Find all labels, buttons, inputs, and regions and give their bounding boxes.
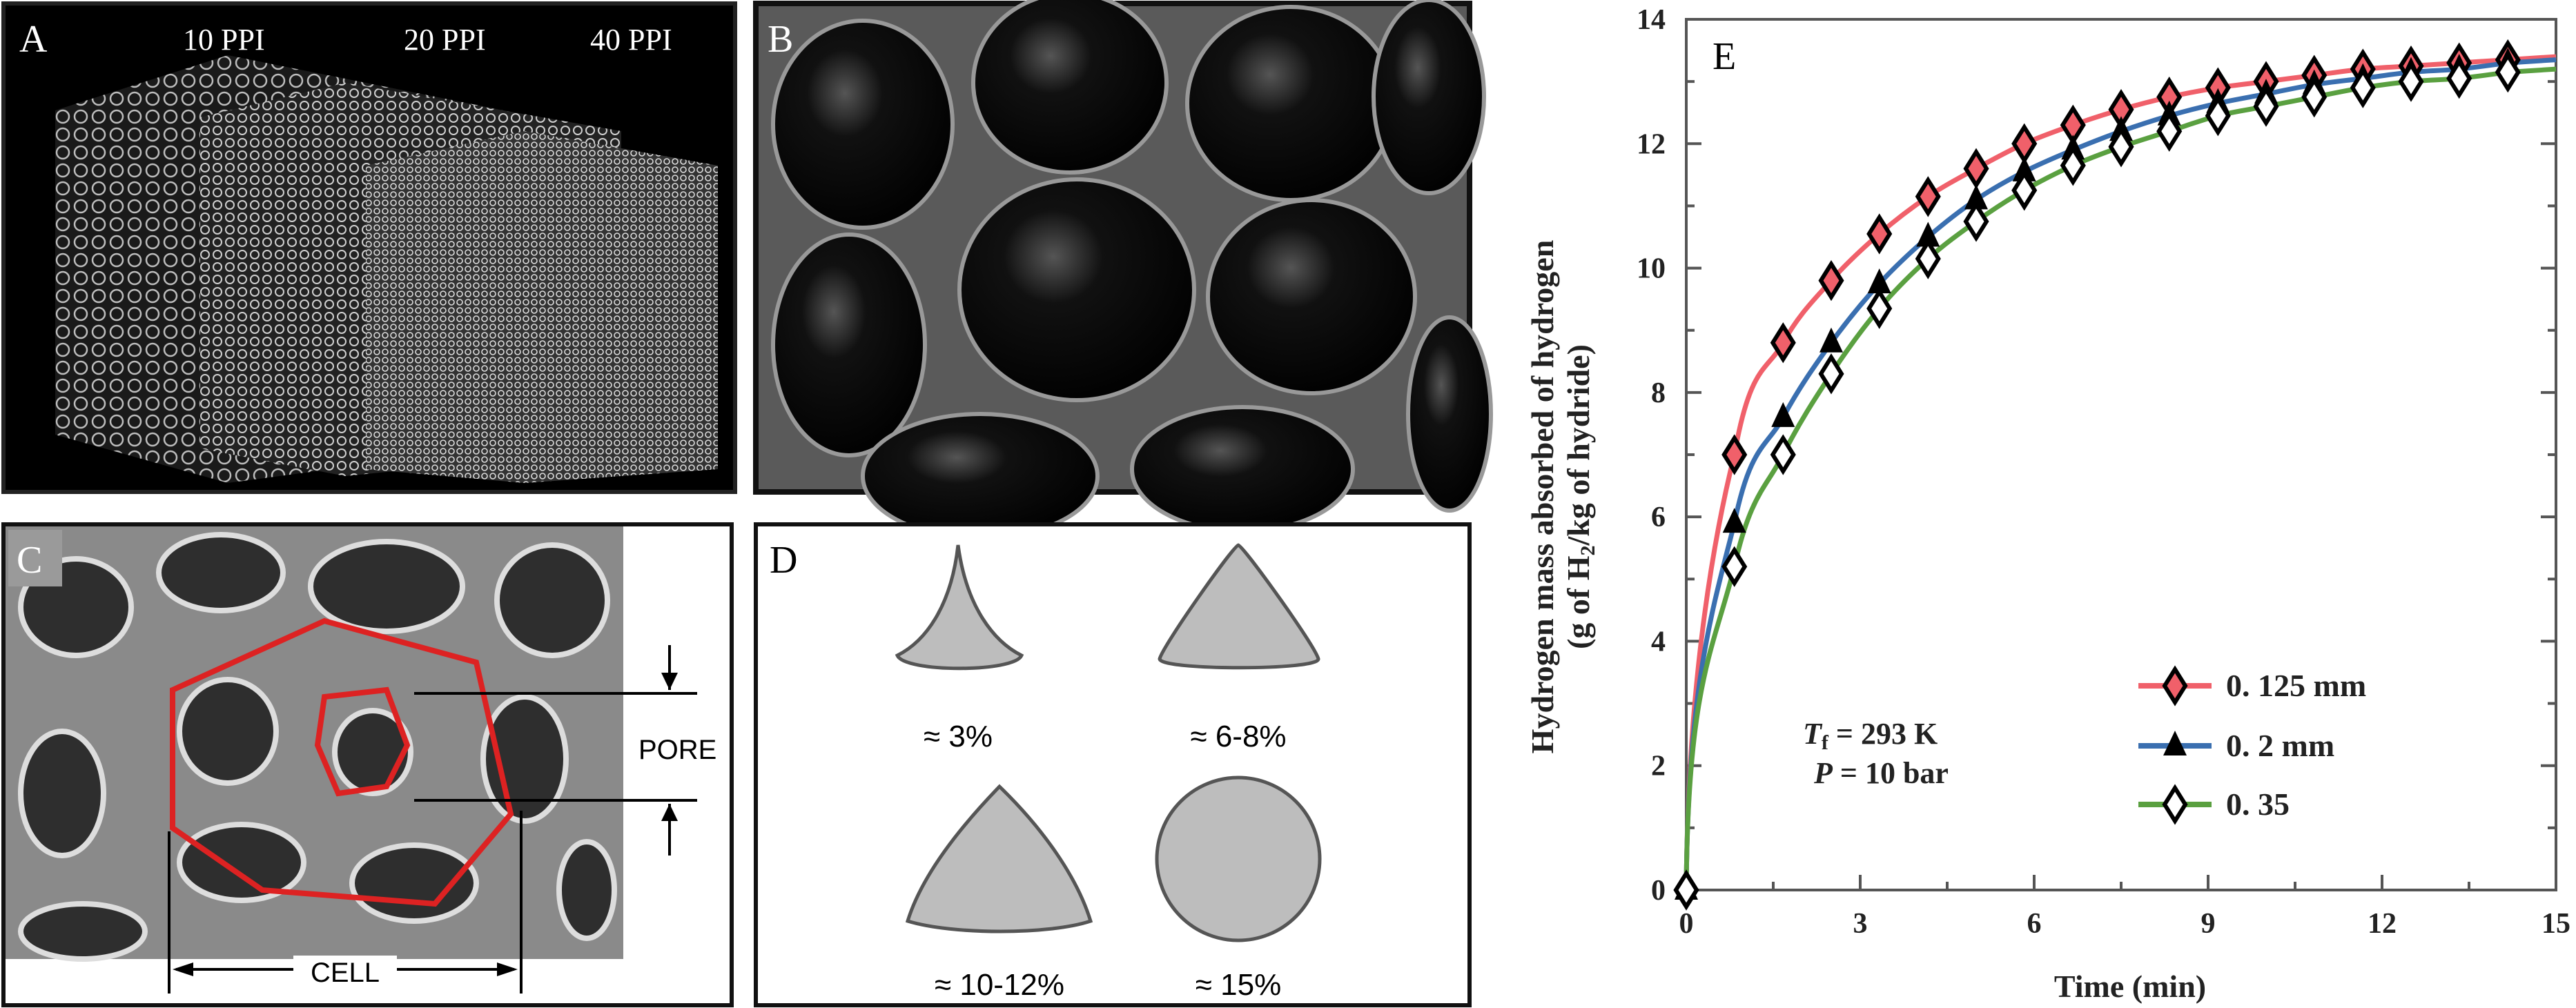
panel-label-b: B	[768, 18, 793, 61]
diamond-marker	[2108, 126, 2134, 168]
y-axis-title: Hydrogen mass absorbed of hydrogen	[1525, 240, 1560, 754]
diamond-marker	[2301, 77, 2328, 118]
y-tick-label: 12	[1637, 128, 1666, 160]
x-tick-label: 0	[1679, 908, 1694, 940]
diamond-marker	[2156, 110, 2183, 152]
shape-circle	[1155, 775, 1322, 942]
diamond-marker	[2060, 145, 2086, 186]
legend: 0. 125 mm 0. 2 mm 0. 35	[2138, 665, 2366, 825]
annotation-pressure: P = 10 bar	[1813, 756, 1949, 790]
panel-a: A 10 PPI 20 PPI 40 PPI	[1, 1, 737, 494]
diamond-marker	[1818, 259, 1844, 302]
y-tick-label: 2	[1651, 751, 1666, 782]
diamond-marker	[1915, 238, 1941, 279]
y-tick-label: 8	[1651, 377, 1666, 409]
diamond-marker	[2162, 784, 2188, 825]
diamond-marker	[2495, 51, 2521, 93]
x-tick-label: 15	[2541, 908, 2570, 940]
panel-label-e: E	[1713, 35, 1736, 78]
panel-c: C PORE CELL	[1, 522, 734, 1007]
percent-label: ≈ 10-12%	[935, 968, 1064, 1002]
x-axis-title: Time (min)	[2054, 969, 2206, 1004]
panel-label-d: D	[770, 539, 797, 582]
diamond-marker	[2011, 170, 2038, 211]
panel-e-chart: 0 3 6 9 12 15 0 2 4 6 8 10 12 14 E Time (min) Hydroge…	[1525, 4, 2570, 1004]
triangle-marker	[1867, 268, 1891, 294]
diamond-marker	[2205, 95, 2231, 137]
triangle-marker	[1964, 184, 1988, 210]
triangle-marker	[2163, 731, 2187, 755]
y-tick-label: 10	[1637, 253, 1666, 285]
percent-label: ≈ 3%	[924, 720, 993, 753]
cell-label: CELL	[311, 958, 380, 988]
diamond-marker	[2350, 67, 2376, 108]
panel-label-a: A	[19, 18, 48, 61]
percent-label: ≈ 15%	[1196, 968, 1281, 1002]
triangle-marker	[1722, 508, 1746, 533]
triangle-marker	[1916, 221, 1940, 247]
panel-d: D ≈ 3% ≈ 6-8% ≈ 10-12% ≈ 15%	[754, 522, 1472, 1007]
y-tick-label: 6	[1651, 502, 1666, 533]
diamond-marker	[1721, 546, 1748, 587]
diamond-marker	[2446, 57, 2472, 99]
panel-b: B	[753, 0, 1493, 540]
diamond-marker	[1915, 176, 1941, 217]
diamond-marker	[1818, 353, 1844, 395]
ppi-label-10: 10 PPI	[183, 23, 265, 57]
x-tick-label: 12	[2368, 908, 2397, 940]
ppi-label-20: 20 PPI	[404, 23, 486, 57]
shape-triangle	[1158, 543, 1320, 670]
y-tick-label: 0	[1651, 875, 1666, 907]
annotation-temperature: Tf = 293 K	[1803, 717, 1938, 754]
diamond-marker	[1866, 288, 1893, 329]
y-axis-title-units: (g of H2/kg of hydride)	[1561, 344, 1599, 649]
triangle-marker	[1819, 327, 1843, 353]
diamond-marker	[2253, 86, 2279, 127]
percent-label: ≈ 6-8%	[1190, 720, 1286, 753]
diamond-marker	[2398, 61, 2424, 102]
pore-label: PORE	[638, 735, 716, 765]
x-tick-label: 3	[1853, 908, 1868, 940]
y-tick-label: 4	[1651, 626, 1666, 658]
diamond-marker	[1673, 869, 1699, 911]
triangle-marker	[1771, 402, 1795, 427]
cell-outline	[170, 617, 514, 907]
diamond-marker	[1770, 434, 1796, 475]
diamond-marker	[1866, 213, 1893, 255]
diamond-marker	[1963, 201, 1989, 242]
foam-sample-40ppi	[366, 131, 718, 483]
ppi-label-40: 40 PPI	[590, 23, 672, 57]
y-tick-label: 14	[1637, 4, 1666, 36]
x-tick-label: 9	[2201, 908, 2216, 940]
legend-label: 0. 125 mm	[2226, 668, 2366, 703]
legend-label: 0. 35	[2226, 787, 2290, 822]
diamond-marker	[2162, 665, 2188, 706]
diamond-marker	[1770, 322, 1796, 364]
triangle-marker	[2012, 156, 2036, 181]
shape-convex-triangle	[905, 784, 1093, 933]
panel-label-c: C	[17, 539, 42, 582]
shape-concave-triangle	[895, 544, 1024, 671]
x-tick-label: 6	[2027, 908, 2042, 940]
legend-label: 0. 2 mm	[2226, 728, 2334, 763]
pore-outline	[314, 686, 411, 797]
diamond-marker	[1721, 434, 1748, 475]
